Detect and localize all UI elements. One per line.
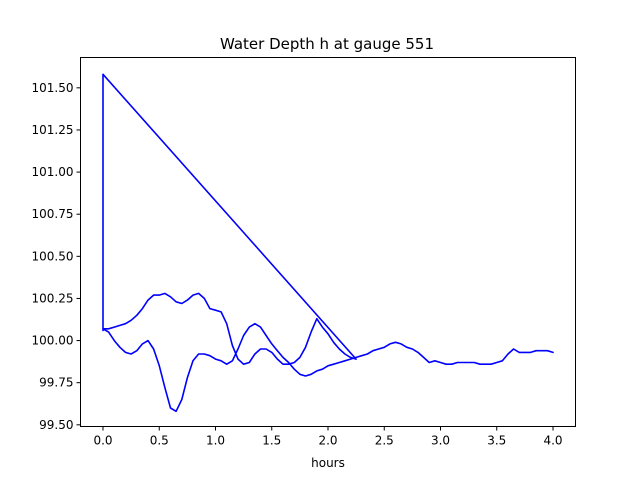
y-tick-label: 100.00 [32,334,74,348]
x-tick-label: 3.5 [487,434,506,448]
chart-title: Water Depth h at gauge 551 [220,35,434,53]
x-axis: 0.0 0.5 1.0 1.5 2.0 2.5 3.0 3.5 4.0 [93,426,563,448]
x-tick-label: 1.0 [206,434,225,448]
y-tick-label: 99.50 [39,418,73,432]
y-tick-label: 100.25 [32,291,74,305]
y-tick-label: 100.50 [32,249,74,263]
x-tick-label: 1.5 [262,434,281,448]
x-tick-label: 4.0 [543,434,562,448]
y-tick-label: 101.50 [32,81,74,95]
y-tick-label: 101.00 [32,165,74,179]
series-line-1 [102,73,554,413]
x-tick-label: 0.5 [150,434,169,448]
x-tick-label: 0.0 [93,434,112,448]
x-axis-label: hours [311,456,345,470]
y-tick-label: 101.25 [32,123,74,137]
y-tick-label: 99.75 [39,376,73,390]
x-tick-label: 2.0 [318,434,337,448]
y-tick-label: 100.75 [32,207,74,221]
x-tick-label: 2.5 [375,434,394,448]
x-tick-label: 3.0 [431,434,450,448]
series-layer [102,73,554,413]
y-axis: 99.50 99.75 100.00 100.25 100.50 100.75 101.00… [32,81,81,432]
